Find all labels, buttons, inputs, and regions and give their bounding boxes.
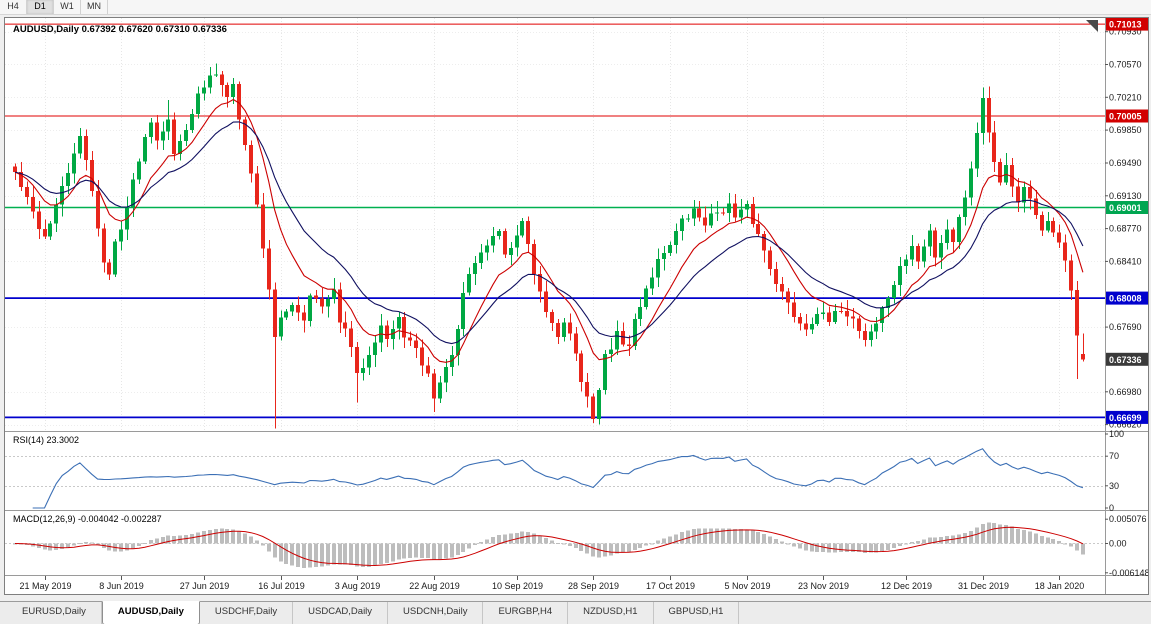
svg-text:0.66699: 0.66699	[1109, 413, 1142, 423]
tab-gbpusd-h1[interactable]: GBPUSD,H1	[654, 602, 740, 624]
svg-text:0.67690: 0.67690	[1109, 322, 1142, 332]
timeframe-d1-button[interactable]: D1	[27, 0, 54, 14]
tab-usdcad-daily[interactable]: USDCAD,Daily	[293, 602, 389, 624]
price-axis[interactable]: 0.70930 0.70570 0.70210 0.69850 0.69490 0.691…	[1105, 18, 1148, 594]
svg-text:0.67336: 0.67336	[1109, 355, 1142, 365]
svg-text:8 Jun 2019: 8 Jun 2019	[99, 581, 144, 591]
svg-text:0.69001: 0.69001	[1109, 203, 1142, 213]
grid-layer	[5, 18, 1105, 431]
svg-text:16 Jul 2019: 16 Jul 2019	[258, 581, 305, 591]
svg-text:100: 100	[1109, 429, 1124, 439]
chart-window: 0.70930 0.70570 0.70210 0.69850 0.69490 0.691…	[4, 17, 1149, 595]
tab-audusd-daily[interactable]: AUDUSD,Daily	[101, 601, 200, 624]
svg-text:0.00: 0.00	[1109, 539, 1127, 549]
svg-text:12 Dec 2019: 12 Dec 2019	[881, 581, 932, 591]
current-price-badge: 0.67336	[1106, 352, 1148, 366]
date-axis[interactable]: 21 May 2019 8 Jun 2019 27 Jun 2019 16 Jul 2…	[19, 576, 1084, 591]
panel-separators[interactable]	[5, 431, 1148, 576]
svg-text:28 Sep 2019: 28 Sep 2019	[568, 581, 619, 591]
timeframe-toolbar: H4 D1 W1 MN	[0, 0, 1151, 15]
svg-text:0.70570: 0.70570	[1109, 60, 1142, 70]
timeframe-w1-button[interactable]: W1	[54, 0, 81, 14]
svg-text:-0.006148: -0.006148	[1109, 568, 1148, 578]
svg-text:0.70930: 0.70930	[1109, 27, 1142, 37]
svg-text:31 Dec 2019: 31 Dec 2019	[958, 581, 1009, 591]
tab-eurusd-daily[interactable]: EURUSD,Daily	[7, 602, 102, 624]
ma-fast-line	[14, 98, 1084, 363]
svg-text:0: 0	[1109, 503, 1114, 513]
svg-text:0.69490: 0.69490	[1109, 158, 1142, 168]
tab-eurgbp-h4[interactable]: EURGBP,H4	[483, 602, 569, 624]
rsi-line	[32, 448, 1084, 509]
timeframe-h4-button[interactable]: H4	[0, 0, 27, 14]
tab-nzdusd-h1[interactable]: NZDUSD,H1	[568, 602, 654, 624]
svg-text:0.71013: 0.71013	[1109, 20, 1142, 30]
svg-text:0.68770: 0.68770	[1109, 224, 1142, 234]
svg-text:0.68008: 0.68008	[1109, 294, 1142, 304]
svg-text:0.68410: 0.68410	[1109, 256, 1142, 266]
macd-signal-line	[14, 526, 1084, 567]
svg-text:0.005076: 0.005076	[1109, 514, 1147, 524]
svg-text:10 Sep 2019: 10 Sep 2019	[492, 581, 543, 591]
svg-text:0.69850: 0.69850	[1109, 125, 1142, 135]
svg-text:23 Nov 2019: 23 Nov 2019	[798, 581, 849, 591]
svg-text:21 May 2019: 21 May 2019	[19, 581, 71, 591]
tab-usdchf-daily[interactable]: USDCHF,Daily	[200, 602, 294, 624]
price-level-badges: 0.71013 0.70005 0.69001 0.68008 0.66699	[1106, 18, 1148, 424]
chart-shift-marker[interactable]	[1086, 20, 1098, 32]
svg-text:0.69130: 0.69130	[1109, 191, 1142, 201]
rsi-level-lines	[5, 456, 1105, 487]
svg-text:17 Oct 2019: 17 Oct 2019	[646, 581, 695, 591]
svg-text:0.66980: 0.66980	[1109, 387, 1142, 397]
svg-text:0.70005: 0.70005	[1109, 112, 1142, 122]
svg-text:0.66620: 0.66620	[1109, 420, 1142, 430]
svg-text:18 Jan 2020: 18 Jan 2020	[1035, 581, 1085, 591]
svg-text:3 Aug 2019: 3 Aug 2019	[335, 581, 381, 591]
svg-text:27 Jun 2019: 27 Jun 2019	[180, 581, 230, 591]
svg-text:30: 30	[1109, 481, 1119, 491]
svg-text:5 Nov 2019: 5 Nov 2019	[724, 581, 770, 591]
price-chart-canvas[interactable]: 0.70930 0.70570 0.70210 0.69850 0.69490 0.691…	[5, 18, 1148, 594]
ma-slow-line	[14, 121, 1084, 345]
svg-text:0.70210: 0.70210	[1109, 92, 1142, 102]
timeframe-mn-button[interactable]: MN	[81, 0, 108, 14]
tab-usdcnh-daily[interactable]: USDCNH,Daily	[388, 602, 484, 624]
chart-tab-bar: EURUSD,Daily AUDUSD,Daily USDCHF,Daily U…	[0, 601, 1151, 624]
chart-background	[5, 18, 1148, 594]
svg-text:22 Aug 2019: 22 Aug 2019	[409, 581, 460, 591]
svg-text:70: 70	[1109, 451, 1119, 461]
horizontal-level-lines[interactable]	[5, 23, 1105, 419]
